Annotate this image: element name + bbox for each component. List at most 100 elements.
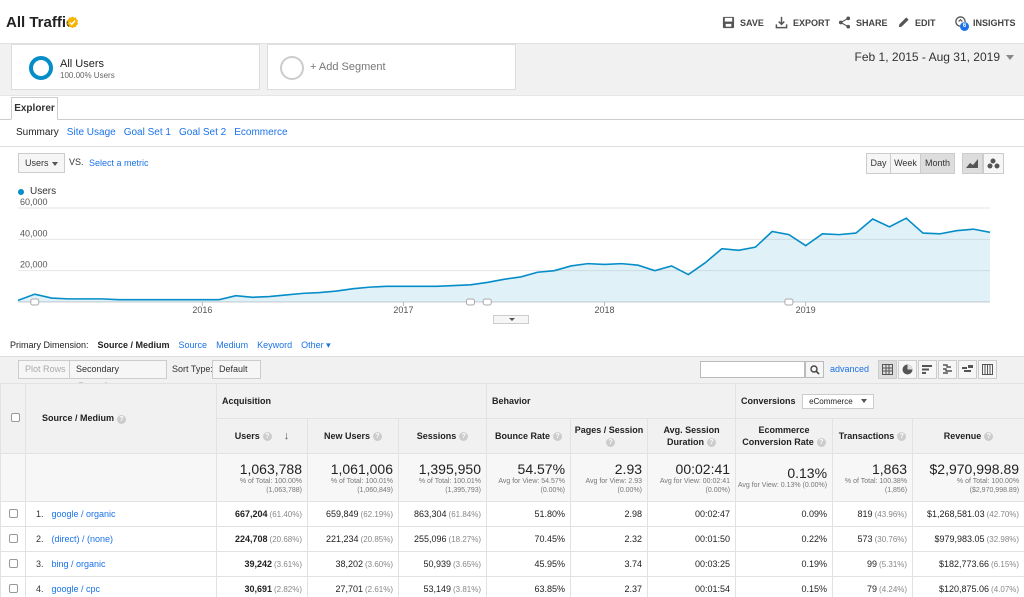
col-ecommerce-conversion-rate[interactable]: Ecommerce Conversion Rate? [735, 418, 834, 454]
table-column-header-row: Users? ↓ New Users? Sessions? Bounce Rate… [1, 418, 1024, 454]
col-transactions[interactable]: Transactions? [832, 418, 914, 454]
dimension-source[interactable]: Source [178, 340, 208, 350]
subtab-ecommerce[interactable]: Ecommerce [234, 127, 288, 138]
advanced-filter-link[interactable]: advanced [830, 364, 870, 374]
period-day-button[interactable]: Day [866, 153, 891, 174]
vs-label: VS. [69, 157, 84, 167]
collapse-chart-toggle[interactable] [493, 315, 529, 324]
export-button[interactable]: EXPORT [775, 16, 830, 29]
conversion-rate-cell: 0.19% [735, 551, 834, 577]
dimension-header[interactable]: Source / Medium? [25, 383, 217, 454]
col-new-users[interactable]: New Users? [307, 418, 399, 454]
share-icon [838, 16, 851, 29]
col-new-users-label: New Users [323, 431, 371, 441]
metric-select-value: Users [25, 158, 49, 168]
new-users-cell: 38,202 (3.60%) [307, 551, 399, 577]
col-revenue[interactable]: Revenue? [912, 418, 1024, 454]
motion-chart-view-button[interactable] [983, 153, 1004, 174]
x-tick-label: 2019 [796, 305, 816, 315]
row-checkbox[interactable] [8, 558, 18, 568]
col-pages-session[interactable]: Pages / Session? [570, 418, 649, 454]
search-button[interactable] [805, 361, 824, 378]
add-segment-label: + Add Segment [310, 61, 386, 73]
row-checkbox-cell [0, 526, 26, 552]
sessions-percent: (61.84%) [448, 510, 482, 519]
help-icon[interactable]: ? [707, 438, 717, 448]
help-icon[interactable]: ? [553, 432, 563, 442]
help-icon[interactable]: ? [606, 438, 616, 448]
edit-button[interactable]: EDIT [897, 16, 936, 29]
save-button[interactable]: SAVE [722, 16, 764, 29]
subtab-summary[interactable]: Summary [16, 127, 59, 138]
row-checkbox[interactable] [8, 508, 18, 518]
row-checkbox[interactable] [8, 583, 18, 593]
comparison-view-button[interactable] [938, 360, 957, 379]
revenue-value: $979,983.05 [934, 534, 985, 544]
plot-rows-button[interactable]: Plot Rows [18, 360, 73, 379]
chart-legend: Users [18, 186, 56, 197]
select-metric-link[interactable]: Select a metric [89, 158, 149, 168]
percentage-view-button[interactable] [898, 360, 917, 379]
col-bounce-rate[interactable]: Bounce Rate? [486, 418, 572, 454]
segment-all-users[interactable]: All Users 100.00% Users [11, 44, 260, 90]
conversions-goal-select[interactable]: eCommerce [802, 393, 874, 409]
transactions-cell: 99 (5.31%) [832, 551, 914, 577]
table-search-input[interactable] [700, 361, 805, 378]
total-transactions-sub: % of Total: 100.38% (1,856) [844, 477, 908, 494]
source-medium-link[interactable]: google / cpc [51, 584, 101, 594]
sessions-cell: 53,149 (3.81%) [397, 576, 488, 597]
verified-badge-icon [66, 16, 79, 29]
help-icon[interactable]: ? [897, 432, 907, 442]
pivot-view-button[interactable] [978, 360, 997, 379]
subtab-goal-set-1[interactable]: Goal Set 1 [123, 127, 171, 138]
sessions-cell: 50,939 (3.65%) [397, 551, 488, 577]
new-users-value: 38,202 [335, 559, 363, 569]
table-row: 4. google / cpc 30,691 (2.82%) 27,701 (2.61%)… [0, 576, 1024, 597]
share-button[interactable]: SHARE [838, 16, 888, 29]
data-table-view-button[interactable] [878, 360, 897, 379]
col-users[interactable]: Users? ↓ [216, 418, 308, 454]
subtab-site-usage[interactable]: Site Usage [66, 127, 116, 138]
line-chart-view-button[interactable] [962, 153, 983, 174]
subtab-goal-set-2[interactable]: Goal Set 2 [178, 127, 227, 138]
term-cloud-view-button[interactable] [958, 360, 977, 379]
conversion-rate-cell: 0.09% [735, 501, 834, 527]
add-segment-button[interactable]: + Add Segment [267, 44, 516, 90]
select-all-checkbox[interactable] [11, 413, 20, 422]
new-users-cell: 659,849 (62.19%) [307, 501, 399, 527]
help-icon[interactable]: ? [373, 432, 383, 442]
source-medium-link[interactable]: bing / organic [51, 559, 106, 569]
help-icon[interactable]: ? [984, 432, 994, 442]
row-checkbox[interactable] [8, 533, 18, 543]
source-medium-link[interactable]: (direct) / (none) [51, 534, 114, 544]
dimension-other[interactable]: Other ▾ [301, 340, 331, 351]
sort-desc-icon: ↓ [283, 430, 290, 442]
new-users-percent: (62.19%) [360, 510, 393, 519]
source-medium-link[interactable]: google / organic [51, 509, 116, 519]
users-area-fill [18, 218, 990, 302]
tab-explorer[interactable]: Explorer [11, 97, 58, 120]
bounce-rate-cell: 70.45% [486, 526, 572, 552]
sort-type-select[interactable]: Default [212, 360, 261, 389]
sessions-value: 255,096 [414, 534, 447, 544]
date-range-picker[interactable]: Feb 1, 2015 - Aug 31, 2019 [855, 50, 1014, 64]
performance-view-button[interactable] [918, 360, 937, 379]
col-sessions[interactable]: Sessions? [397, 418, 488, 454]
dimension-source-medium[interactable]: Source / Medium [97, 340, 170, 350]
help-icon[interactable]: ? [816, 438, 826, 448]
secondary-dimension-select[interactable]: Secondary dimension [69, 360, 167, 391]
insights-button[interactable]: 6 INSIGHTS [954, 16, 1016, 31]
source-medium-cell: 4. google / cpc [25, 576, 217, 597]
dimension-medium[interactable]: Medium [216, 340, 249, 350]
help-icon[interactable]: ? [117, 414, 127, 424]
period-week-button[interactable]: Week [890, 153, 921, 174]
bounce-rate-cell: 45.95% [486, 551, 572, 577]
help-icon[interactable]: ? [262, 432, 272, 442]
help-icon[interactable]: ? [459, 432, 469, 442]
export-label: EXPORT [793, 17, 831, 28]
metric-select[interactable]: Users [18, 153, 65, 173]
period-month-button[interactable]: Month [920, 153, 955, 174]
dimension-keyword[interactable]: Keyword [257, 340, 293, 350]
users-area-chart: 60,000 40,000 20,000 2016 2017 2018 2019 [17, 198, 991, 315]
col-avg-session-duration[interactable]: Avg. Session Duration? [647, 418, 737, 454]
